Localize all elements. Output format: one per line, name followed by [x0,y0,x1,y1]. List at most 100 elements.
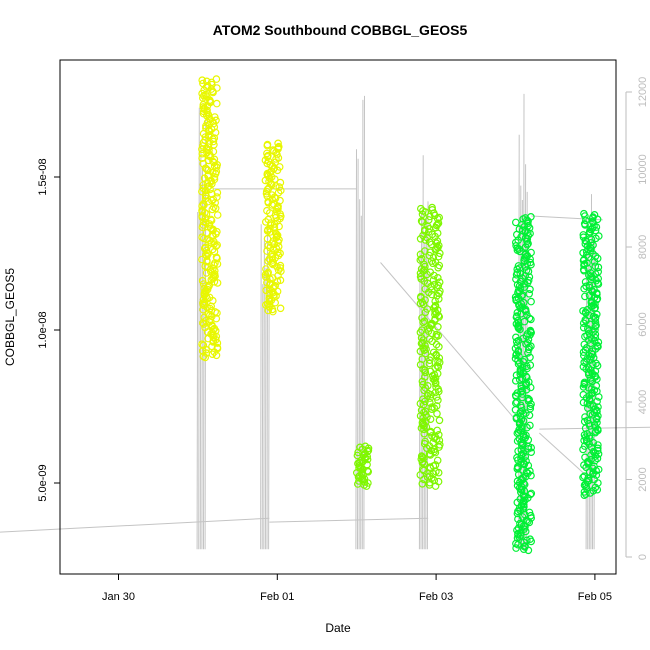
data-point [433,273,442,282]
data-point [209,273,218,282]
altitude-connector [0,517,270,533]
data-point [521,452,530,461]
data-point [589,438,598,447]
data-point [426,464,435,473]
data-point [420,429,429,438]
data-point [581,292,589,301]
data-point [263,141,272,150]
x-axis-label: Date [325,621,351,635]
data-point [594,393,603,401]
data-point [428,405,436,414]
data-point [516,519,524,528]
data-point [513,509,522,518]
data-point [213,188,222,197]
data-point [516,325,524,334]
data-point [527,448,536,457]
data-point [512,270,521,279]
data-point [521,527,530,536]
data-point [212,351,221,360]
data-point [213,339,222,347]
data-point [514,324,523,333]
data-point [198,154,206,163]
y-right-tick-label: 10000 [637,154,649,185]
point-cluster [352,442,373,490]
point-cluster [511,213,536,555]
data-point [418,377,427,386]
data-point [421,349,430,358]
data-point [198,213,207,222]
data-point [213,260,222,268]
data-point [527,315,535,324]
point-cluster [579,209,603,500]
data-point [419,300,428,309]
data-point [418,479,427,488]
data-point [425,359,434,368]
data-point [431,310,439,319]
data-point [209,88,217,97]
altitude-connector [380,262,524,430]
data-point [581,221,589,229]
data-point [353,451,362,460]
data-point [582,282,590,291]
y-tick-label: 1.0e-08 [37,311,49,348]
data-point [274,139,282,148]
data-point [435,354,444,362]
data-point [272,213,280,222]
data-point [269,260,277,269]
data-point [527,471,535,480]
data-point [430,370,439,379]
data-point [525,518,534,527]
data-point [208,350,217,359]
chart-title: ATOM2 Southbound COBBGL_GEOS5 [213,22,468,38]
data-point [523,240,532,249]
data-point [204,110,213,119]
data-point [210,277,219,286]
data-point [433,361,442,370]
data-point [201,186,210,195]
data-point [209,338,217,346]
data-point [434,468,443,477]
y-right-tick-label: 12000 [637,77,649,108]
data-point [417,334,426,342]
data-point [261,273,270,281]
data-point [435,342,443,351]
data-point [271,298,280,307]
data-point [360,478,369,486]
data-point [272,155,280,163]
data-point [431,482,440,490]
data-point [416,256,425,264]
data-point [419,318,427,327]
x-tick-label: Jan 30 [102,591,135,603]
data-point [420,475,428,484]
data-point [591,428,600,437]
data-point [527,537,536,546]
data-point [421,308,430,317]
data-point [588,214,597,223]
data-point [266,228,274,236]
data-point [203,257,211,266]
data-point [594,342,602,351]
data-point [594,338,603,347]
data-point [198,145,206,154]
data-point [270,223,279,232]
data-point [581,212,589,220]
data-point [202,269,211,277]
data-point [435,416,444,425]
data-point [511,218,520,227]
data-point [421,236,430,244]
data-point [514,515,522,523]
data-point [430,271,438,280]
data-point [199,301,208,310]
data-point [515,375,524,384]
y-right-tick-label: 2000 [637,467,649,491]
data-point [421,341,429,350]
data-point [198,223,207,232]
data-point [211,170,220,178]
data-point [431,388,440,397]
data-point [427,290,436,299]
data-point [524,546,533,555]
data-point [434,263,443,272]
data-point [580,284,588,293]
data-point [211,198,220,207]
data-point [211,204,220,213]
